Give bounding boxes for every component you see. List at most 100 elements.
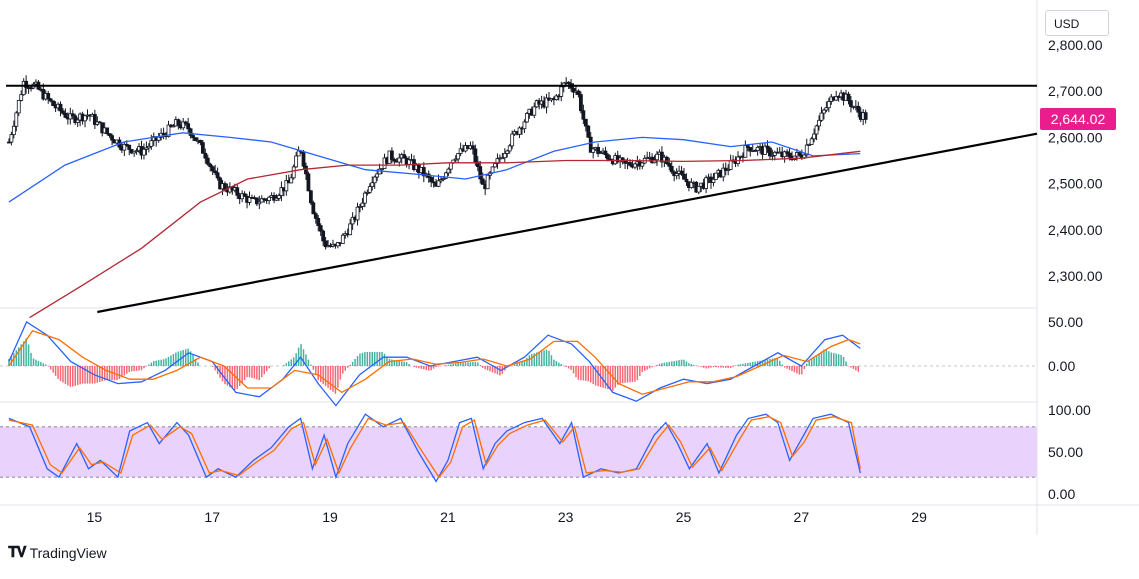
candle-body: [107, 133, 112, 136]
candle-body: [579, 94, 583, 112]
candle-body: [640, 162, 645, 167]
currency-selector[interactable]: USD: [1045, 10, 1109, 36]
candle-body: [596, 146, 600, 154]
candle-body: [834, 96, 839, 101]
candle-body: [200, 142, 205, 154]
candle-body: [105, 127, 110, 135]
candle-body: [566, 81, 571, 84]
candle-body: [11, 125, 16, 136]
candle-body: [429, 177, 434, 183]
candle-body: [532, 106, 537, 116]
candle-body: [348, 223, 353, 236]
candle-body: [335, 242, 340, 247]
candle-body: [156, 136, 161, 141]
candle-body: [588, 136, 593, 153]
candle-body: [812, 133, 817, 140]
candle-body: [68, 113, 73, 120]
price-axis-tick: 2,800.00: [1048, 37, 1103, 53]
candle-body: [655, 153, 659, 161]
candle-body: [176, 119, 181, 126]
candle-body: [674, 173, 679, 177]
candle-body: [814, 125, 819, 135]
candle-body: [782, 151, 787, 158]
candle-body: [819, 112, 824, 121]
candle-body: [421, 167, 426, 177]
candle-body: [770, 154, 775, 157]
price-axis-tick: 2,400.00: [1048, 222, 1103, 238]
candle-body: [748, 147, 753, 152]
candle-body: [591, 148, 596, 153]
candle-body: [389, 150, 394, 160]
candle-body: [448, 162, 453, 170]
candle-body: [110, 135, 114, 141]
candle-body: [787, 152, 792, 158]
candle-body: [254, 197, 259, 205]
candle-body: [402, 154, 407, 159]
candle-body: [127, 144, 132, 150]
candle-body: [490, 166, 495, 174]
candle-body: [311, 202, 316, 215]
candle-body: [370, 182, 375, 188]
candle-body: [669, 165, 674, 173]
candle-body: [166, 124, 171, 137]
candle-body: [711, 178, 716, 183]
candle-body: [146, 145, 151, 149]
candle-body: [745, 145, 750, 148]
macd-line: [8, 321, 861, 407]
time-axis-tick: 17: [204, 509, 220, 525]
candle-body: [372, 176, 377, 184]
candle-body: [277, 195, 281, 199]
candle-body: [61, 110, 65, 114]
price-axis-tick: 2,300.00: [1048, 268, 1103, 284]
time-axis-tick: 15: [87, 509, 103, 525]
candle-body: [684, 178, 689, 183]
candle-body: [397, 157, 402, 163]
candle-body: [475, 161, 480, 168]
candle-body: [505, 150, 510, 154]
candle-body: [358, 206, 362, 208]
candle-body: [301, 151, 306, 167]
candle-body: [75, 119, 80, 124]
candle-body: [507, 145, 512, 152]
candle-body: [446, 168, 451, 174]
candle-body: [24, 80, 29, 88]
candle-body: [375, 173, 380, 178]
candle-body: [215, 172, 220, 179]
time-axis-tick: 27: [794, 509, 810, 525]
candle-body: [289, 177, 294, 184]
candle-body: [193, 137, 198, 142]
candle-body: [525, 113, 529, 123]
candle-body: [456, 153, 461, 160]
candle-body: [259, 198, 264, 203]
macd-panel: [0, 321, 1037, 407]
candle-body: [203, 152, 208, 159]
candle-body: [296, 150, 301, 157]
candle-body: [667, 163, 672, 167]
candle-body: [603, 150, 608, 156]
candle-body: [664, 156, 669, 164]
time-axis-tick: 25: [676, 509, 692, 525]
candle-body: [205, 157, 210, 165]
candle-body: [804, 144, 809, 156]
candle-body: [696, 185, 701, 193]
price-axis-tick: 2,700.00: [1048, 83, 1103, 99]
candle-body: [213, 170, 218, 174]
support-trendline: [97, 132, 1038, 314]
candle-body: [431, 181, 436, 184]
brand-label: TradingView: [29, 544, 107, 561]
candle-body: [809, 138, 814, 145]
candle-body: [181, 121, 186, 129]
candle-body: [51, 100, 56, 106]
candle-body: [765, 145, 770, 149]
candle-body: [822, 109, 826, 114]
candle-body: [122, 143, 127, 151]
candle-body: [159, 132, 164, 138]
candle-body: [714, 172, 718, 180]
candle-body: [772, 151, 777, 156]
candle-body: [340, 234, 345, 244]
candle-body: [807, 144, 812, 146]
candle-body: [321, 230, 326, 242]
candle-body: [443, 172, 448, 179]
candle-body: [191, 135, 195, 139]
brand: 𝐓𝐕 TradingView: [8, 544, 107, 561]
